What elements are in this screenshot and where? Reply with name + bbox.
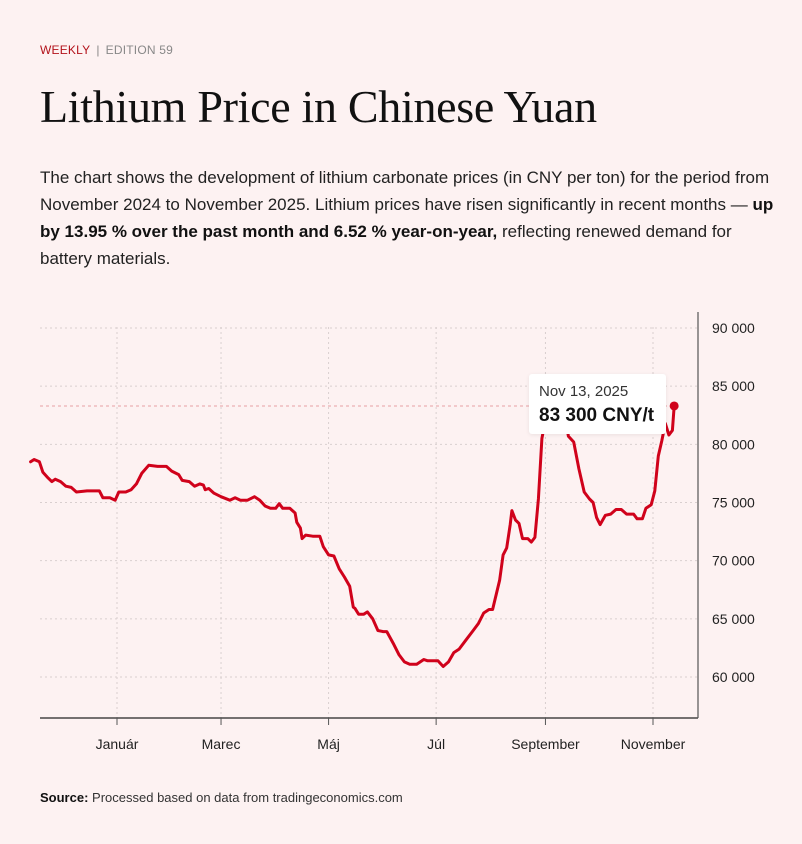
description-text-1: The chart shows the development of lithi… bbox=[40, 168, 770, 214]
description-highlight: up by 13.95 % over the past month and 6.… bbox=[40, 195, 774, 241]
y-axis-labels: 60 000 65 000 70 000 75 000 80 000 85 000 90 0… bbox=[712, 320, 755, 685]
x-tick-label: September bbox=[511, 736, 580, 752]
x-tick-label: Január bbox=[96, 736, 139, 752]
y-tick-label: 65 000 bbox=[712, 611, 755, 627]
series-line-lithium[interactable] bbox=[29, 378, 676, 668]
page-title: Lithium Price in Chinese Yuan bbox=[40, 81, 597, 132]
y-tick-label: 90 000 bbox=[712, 320, 755, 336]
source-label: Source: bbox=[40, 790, 89, 805]
description-text-2: reflecting renewed demand for battery ma… bbox=[40, 222, 732, 268]
y-tick-label: 70 000 bbox=[712, 553, 755, 569]
x-tick-label: Júl bbox=[427, 736, 445, 752]
kicker-edition: EDITION 59 bbox=[105, 43, 174, 57]
x-tick-label: Marec bbox=[202, 736, 241, 752]
y-tick-label: 80 000 bbox=[712, 436, 755, 452]
kicker: WEEKLY | EDITION 59 bbox=[40, 43, 173, 57]
x-tick-label: Máj bbox=[317, 736, 340, 752]
source-note: Source: Processed based on data from tra… bbox=[40, 790, 403, 805]
kicker-separator: | bbox=[96, 43, 100, 57]
y-tick-label: 75 000 bbox=[712, 495, 755, 511]
x-tick-label: November bbox=[621, 736, 686, 752]
y-tick-label: 60 000 bbox=[712, 669, 755, 685]
tooltip-value: 83 300 CNY/t bbox=[539, 405, 655, 426]
tooltip-date: Nov 13, 2025 bbox=[539, 383, 629, 400]
description: The chart shows the development of lithi… bbox=[40, 164, 780, 272]
kicker-weekly: WEEKLY bbox=[40, 43, 91, 57]
axes bbox=[40, 312, 699, 719]
source-text: Processed based on data from tradingecon… bbox=[92, 790, 403, 805]
x-axis-labels: Január Marec Máj Júl September November bbox=[96, 718, 686, 752]
tooltip: Nov 13, 2025 83 300 CNY/t bbox=[529, 374, 666, 434]
price-chart: 60 000 65 000 70 000 75 000 80 000 85 000 90 0… bbox=[29, 312, 755, 752]
y-tick-label: 85 000 bbox=[712, 378, 755, 394]
highlight-point[interactable] bbox=[669, 401, 679, 411]
